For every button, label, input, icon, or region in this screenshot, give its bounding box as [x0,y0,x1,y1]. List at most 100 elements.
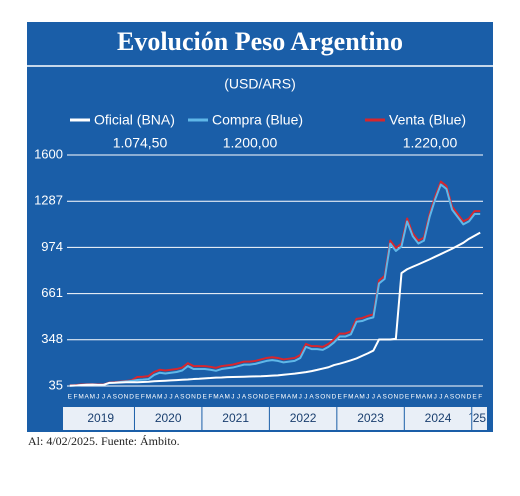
x-tick-label: F [411,394,415,401]
x-tick-label: M [157,394,162,401]
x-tick-label: M [427,394,432,401]
legend-label: Oficial (BNA) [94,112,175,128]
x-tick-label: M [146,394,151,401]
year-label: ´25 [469,411,487,425]
x-tick-label: O [388,394,393,401]
x-tick-label: N [191,394,196,401]
x-tick-label: M [225,394,230,401]
x-tick-label: A [107,394,112,401]
y-tick-label: 974 [41,239,63,254]
y-tick-label: 661 [41,285,63,300]
x-tick-label: E [337,394,342,401]
x-tick-label: M [90,394,95,401]
y-tick-label: 1600 [34,146,63,161]
series-line [69,231,481,387]
x-tick-label: J [434,394,437,401]
legend-value: 1.200,00 [223,135,278,151]
x-tick-label: A [377,394,382,401]
x-tick-label: M [281,394,286,401]
x-tick-label: D [399,394,404,401]
x-tick-label: M [348,394,353,401]
x-tick-label: D [467,394,472,401]
legend-label: Venta (Blue) [389,112,466,128]
x-tick-label: E [68,394,73,401]
footnote: Al: 4/02/2025. Fuente: Ámbito. [28,434,180,448]
x-tick-label: O [253,394,258,401]
year-label: 2023 [357,411,384,425]
x-tick-label: A [85,394,90,401]
x-tick-label: S [248,394,253,401]
x-tick-label: S [180,394,185,401]
x-tick-label: A [219,394,224,401]
x-tick-label: S [382,394,387,401]
x-tick-label: S [113,394,118,401]
x-tick-label: M [78,394,83,401]
x-tick-label: A [354,394,359,401]
legend-label: Compra (Blue) [212,112,303,128]
x-tick-label: J [299,394,302,401]
x-tick-label: F [208,394,212,401]
x-tick-label: A [242,394,247,401]
series-line [69,183,481,387]
year-label: 2021 [222,411,249,425]
x-tick-label: N [259,394,264,401]
x-tick-label: M [292,394,297,401]
series-line [69,180,481,387]
y-tick-label: 35 [49,377,63,392]
x-tick-label: N [461,394,466,401]
x-tick-label: D [332,394,337,401]
x-tick-label: M [416,394,421,401]
x-tick-label: O [185,394,190,401]
x-tick-label: S [315,394,320,401]
x-tick-label: S [450,394,455,401]
y-tick-label: 348 [41,331,63,346]
x-tick-label: E [270,394,275,401]
x-tick-label: N [394,394,399,401]
x-tick-label: A [422,394,427,401]
x-tick-label: E [203,394,208,401]
year-row [63,407,487,430]
x-tick-label: A [309,394,314,401]
x-tick-label: M [359,394,364,401]
x-tick-label: E [472,394,477,401]
legend-value: 1.074,50 [113,135,168,151]
x-tick-label: F [343,394,347,401]
x-tick-label: J [164,394,167,401]
x-tick-label: F [276,394,280,401]
x-tick-label: J [96,394,99,401]
x-tick-label: D [264,394,269,401]
x-tick-label: J [169,394,172,401]
x-tick-label: E [405,394,410,401]
x-tick-label: N [326,394,331,401]
x-tick-label: E [135,394,140,401]
x-tick-label: D [129,394,134,401]
year-label: 2024 [425,411,452,425]
panel [27,22,493,432]
year-label: 2019 [87,411,114,425]
x-tick-label: J [237,394,240,401]
x-tick-label: A [174,394,179,401]
x-tick-label: O [320,394,325,401]
x-tick-label: J [439,394,442,401]
x-tick-label: F [73,394,77,401]
x-tick-label: J [304,394,307,401]
x-tick-label: J [372,394,375,401]
x-tick-label: F [141,394,145,401]
x-tick-label: J [366,394,369,401]
year-label: 2022 [290,411,317,425]
x-tick-label: F [478,394,482,401]
x-tick-label: J [231,394,234,401]
y-tick-label: 1287 [34,193,63,208]
x-tick-label: J [102,394,105,401]
x-tick-label: O [118,394,123,401]
x-tick-label: O [455,394,460,401]
x-tick-label: A [287,394,292,401]
chart-title: Evolución Peso Argentino [117,27,403,56]
year-label: 2020 [155,411,182,425]
chart-subtitle: (USD/ARS) [224,76,296,92]
x-tick-label: M [213,394,218,401]
legend-value: 1.220,00 [403,135,458,151]
x-tick-label: A [444,394,449,401]
x-tick-label: A [152,394,157,401]
